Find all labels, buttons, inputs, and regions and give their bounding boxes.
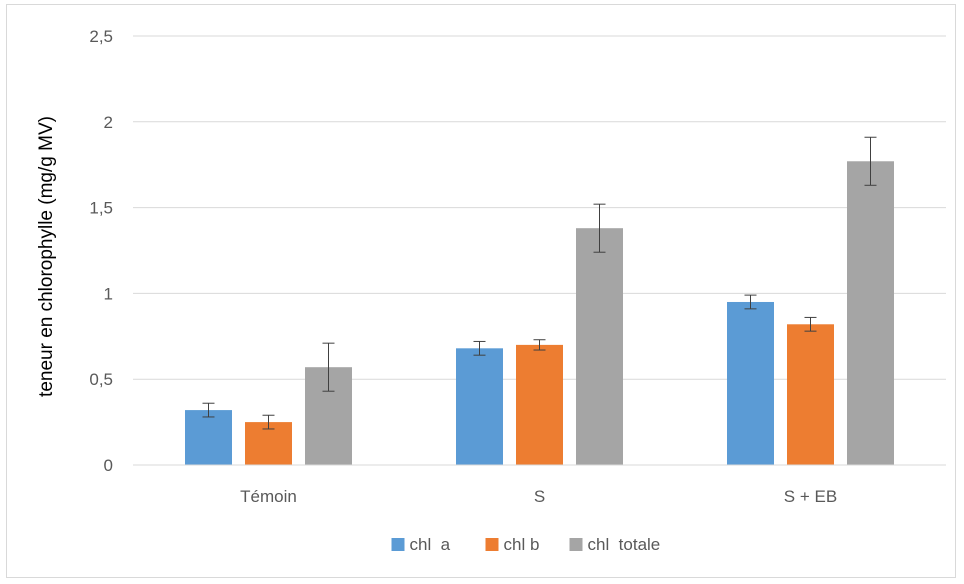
y-tick-label: 0,5 [89,370,113,389]
legend-label: chl b [504,535,540,554]
bar [516,344,563,465]
error-bars [202,136,877,430]
bar [185,410,232,465]
legend-swatch [485,538,499,551]
y-tick-label: 1,5 [89,199,113,218]
y-axis-label: teneur en chlorophylle (mg/g MV) [36,116,57,397]
legend-swatch [391,538,405,551]
y-axis-ticks: 0 0,5 1 1,5 2 2,5 [89,27,113,475]
x-axis-ticks: Témoin S S + EB [240,487,837,506]
x-tick-label: S [534,487,545,506]
bar [576,228,623,465]
y-tick-label: 1 [104,284,113,303]
bars [185,161,894,465]
bar [727,301,774,465]
legend: chl a chl b chl totale [391,535,661,554]
legend-label: chl totale [588,535,661,554]
y-tick-label: 0 [104,456,113,475]
bar [456,348,503,465]
legend-swatch [569,538,583,551]
chart-frame [6,4,956,578]
bar [847,161,894,465]
y-tick-label: 2 [104,113,113,132]
y-tick-label: 2,5 [89,27,113,46]
x-tick-label: Témoin [240,487,297,506]
bar [787,324,834,465]
x-tick-label: S + EB [784,487,837,506]
legend-label: chl a [410,535,451,554]
